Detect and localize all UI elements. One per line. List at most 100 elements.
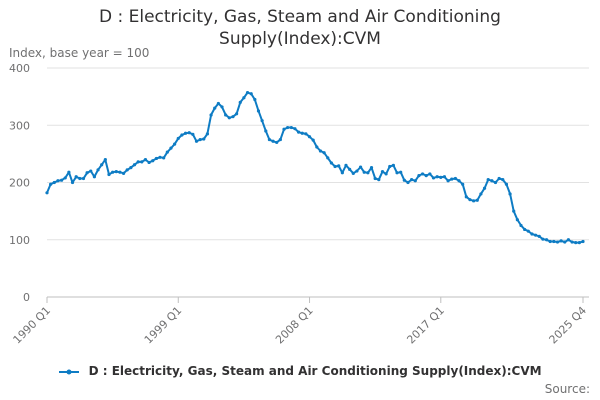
- data-point: [413, 179, 417, 183]
- data-point: [85, 171, 89, 175]
- data-point: [526, 229, 530, 233]
- series-layer: [45, 91, 585, 245]
- data-point: [118, 170, 122, 174]
- data-point: [453, 176, 457, 181]
- data-point: [169, 146, 173, 150]
- data-point: [121, 171, 126, 175]
- data-point: [202, 137, 206, 141]
- data-point: [519, 223, 523, 228]
- data-point: [515, 218, 519, 222]
- data-point: [198, 137, 202, 142]
- data-point: [548, 239, 552, 244]
- legend-marker-icon: [59, 369, 80, 374]
- data-point: [322, 151, 326, 155]
- data-point: [552, 239, 556, 244]
- data-point: [49, 182, 53, 186]
- data-point: [162, 156, 166, 160]
- data-point: [391, 163, 395, 167]
- data-point: [468, 198, 472, 202]
- data-point: [296, 130, 301, 134]
- data-point: [140, 160, 144, 164]
- data-point: [424, 174, 428, 178]
- legend-label: D : Electricity, Gas, Steam and Air Cond…: [88, 364, 542, 378]
- data-point: [242, 96, 246, 100]
- data-point: [435, 175, 439, 179]
- data-point: [388, 164, 392, 169]
- data-point: [351, 171, 355, 175]
- data-point: [147, 160, 151, 165]
- data-point: [501, 178, 505, 182]
- y-tick-label: 200: [9, 177, 30, 190]
- chart-title-line-2: Supply(Index):CVM: [219, 29, 381, 49]
- data-point: [475, 198, 479, 202]
- data-point: [249, 92, 253, 96]
- data-point: [56, 179, 60, 183]
- source-label: Source:: [544, 382, 590, 396]
- data-point: [275, 140, 279, 145]
- data-point: [103, 158, 107, 162]
- data-point: [256, 109, 261, 113]
- data-point: [472, 199, 476, 203]
- data-point: [271, 139, 275, 143]
- x-tick-label: 2025 Q4: [547, 304, 590, 347]
- data-point: [348, 167, 352, 171]
- data-point: [59, 178, 64, 182]
- data-point: [151, 159, 155, 163]
- data-point: [81, 176, 86, 181]
- data-point: [114, 170, 118, 174]
- data-point: [224, 113, 228, 117]
- data-point: [143, 158, 148, 162]
- data-point: [530, 232, 534, 236]
- data-point: [253, 97, 257, 102]
- data-point: [577, 241, 581, 245]
- data-point: [132, 163, 137, 167]
- data-point: [523, 227, 527, 232]
- data-point: [380, 170, 385, 174]
- data-point: [482, 186, 487, 190]
- data-point: [67, 170, 71, 174]
- y-axis-label: Index, base year = 100: [9, 46, 150, 60]
- data-point: [479, 192, 483, 196]
- x-tick-label: 2008 Q1: [273, 304, 316, 347]
- data-point: [340, 171, 344, 175]
- data-point: [442, 175, 447, 179]
- legend: D : Electricity, Gas, Steam and Air Cond…: [0, 364, 600, 378]
- data-point: [344, 163, 348, 167]
- data-point: [70, 180, 75, 185]
- data-point: [293, 127, 297, 131]
- data-point: [337, 164, 341, 168]
- x-tick-label: 1999 Q1: [142, 304, 185, 347]
- data-point: [446, 179, 450, 183]
- data-point: [406, 180, 410, 185]
- x-tick-label: 2017 Q1: [404, 304, 447, 347]
- y-tick-label: 0: [23, 291, 30, 304]
- data-point: [508, 192, 512, 196]
- data-point: [541, 237, 545, 241]
- data-point: [563, 240, 567, 244]
- y-tick-label: 100: [9, 234, 30, 247]
- data-point: [369, 166, 374, 170]
- data-point: [100, 163, 104, 167]
- data-point: [74, 175, 78, 179]
- data-point: [92, 175, 97, 179]
- data-point: [377, 178, 381, 182]
- data-point: [439, 175, 443, 179]
- data-point: [395, 171, 399, 175]
- data-point: [512, 209, 516, 213]
- data-point: [428, 172, 432, 176]
- data-point: [238, 100, 242, 104]
- data-point: [173, 142, 177, 146]
- data-point: [581, 239, 585, 244]
- data-point: [333, 164, 337, 169]
- data-point: [570, 240, 574, 244]
- y-tick-label: 300: [9, 119, 30, 132]
- data-point: [245, 91, 250, 95]
- data-point: [329, 161, 334, 165]
- data-point: [544, 238, 549, 242]
- data-point: [366, 171, 370, 175]
- data-point: [399, 170, 403, 174]
- data-point: [180, 133, 184, 137]
- data-point: [278, 137, 282, 142]
- data-point: [191, 132, 195, 137]
- data-point: [318, 149, 323, 153]
